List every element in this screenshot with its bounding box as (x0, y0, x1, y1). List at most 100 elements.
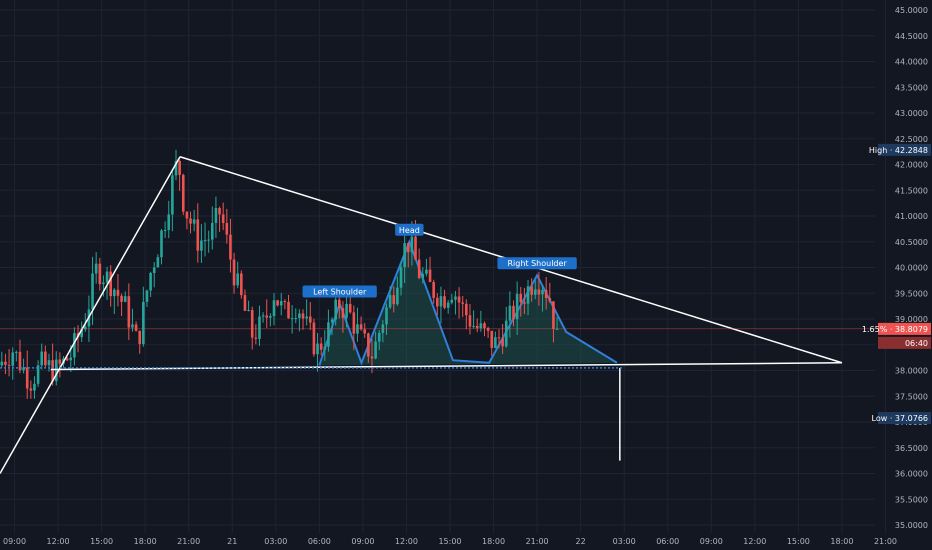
candle-body (334, 299, 337, 320)
candle-body (399, 267, 403, 288)
candle-body (40, 351, 44, 366)
candle (283, 299, 287, 310)
candle-body (167, 214, 171, 231)
candle-body (305, 316, 308, 319)
candle (363, 323, 367, 338)
candle (454, 290, 457, 315)
annotation-label: Right Shoulder (497, 257, 577, 270)
candle-body (406, 243, 410, 253)
candle (385, 303, 388, 335)
candle (294, 308, 298, 324)
candle (475, 318, 479, 333)
candle (417, 248, 421, 280)
annotation-text: Head (399, 226, 420, 235)
candle (269, 313, 272, 327)
candle-body (105, 271, 109, 283)
candle-body (232, 259, 236, 286)
candle (352, 305, 356, 351)
time-tick-label: 18:00 (830, 537, 853, 546)
candle (544, 277, 548, 310)
candle-body (80, 329, 83, 338)
candle (439, 286, 443, 324)
candle-body (94, 263, 98, 274)
candle-body (250, 309, 254, 338)
candle-body (352, 312, 356, 334)
candle (152, 262, 156, 288)
candle (367, 332, 370, 363)
candle (116, 274, 120, 307)
candle (196, 203, 200, 263)
last-price-badge-text: 1.65% · 38.8079 (862, 325, 928, 334)
candle (189, 211, 192, 234)
candle-body (425, 269, 428, 274)
annotation-label: Head (395, 223, 424, 236)
candle (399, 261, 403, 296)
candle-body (338, 299, 341, 309)
candle-body (22, 367, 25, 371)
time-tick-label: 18:00 (482, 537, 505, 546)
candle (490, 330, 494, 357)
candle-body (272, 300, 276, 317)
price-tick-label: 35.5000 (895, 495, 928, 504)
candle-body (363, 329, 367, 334)
candle-body (102, 282, 105, 285)
time-tick-label: 21:00 (874, 537, 897, 546)
candle-body (298, 313, 301, 319)
candle-body (367, 333, 370, 357)
candle-body (494, 337, 497, 348)
time-axis[interactable]: 09:00 12:00 15:00 18:00 21:00 21 03:00 06:00 09:… (3, 537, 897, 546)
candle-body (174, 160, 178, 176)
candle (432, 279, 435, 304)
candle (533, 280, 537, 300)
candle (508, 291, 512, 338)
time-tick-label: 21:00 (526, 537, 549, 546)
candle (468, 304, 472, 335)
candle-body (526, 286, 530, 304)
candle-body (377, 332, 381, 342)
candle-body (468, 315, 472, 327)
candle (25, 350, 29, 399)
time-tick-label: 21:00 (177, 537, 200, 546)
candle-body (7, 364, 11, 366)
high-price-badge-text: High · 42.2848 (869, 146, 928, 155)
candle-body (327, 322, 330, 347)
candle-body (25, 367, 29, 389)
price-tick-label: 41.5000 (895, 186, 928, 195)
candle (515, 281, 519, 335)
candle (36, 360, 40, 387)
candle-body (44, 351, 47, 366)
candle (229, 218, 232, 273)
candle-body (385, 307, 388, 325)
candle (22, 358, 25, 374)
candle-body (439, 296, 443, 307)
candle (276, 299, 279, 307)
candle-body (276, 300, 279, 306)
price-axis[interactable]: 35.000035.500036.000036.500037.000037.50… (895, 6, 928, 530)
price-tick-label: 39.5000 (895, 289, 928, 298)
candle (221, 202, 225, 231)
candle (15, 350, 18, 362)
candle-body (113, 289, 116, 297)
candle (149, 271, 152, 297)
candle-body (51, 360, 54, 382)
candle (392, 286, 396, 313)
candle-body (98, 263, 102, 285)
candle-body (316, 343, 319, 355)
candle-body (443, 296, 446, 308)
candle-body (138, 330, 142, 345)
candle-body (403, 243, 406, 268)
candle-body (555, 328, 559, 330)
candle (33, 376, 36, 399)
candle (254, 324, 258, 345)
candle-body (319, 343, 323, 350)
candle-body (279, 301, 283, 306)
candle (236, 261, 240, 289)
candle-body (243, 295, 247, 311)
candle (330, 317, 334, 336)
candle (109, 265, 112, 307)
candle-body (69, 357, 73, 361)
candle (44, 345, 47, 369)
candle-body (446, 302, 450, 308)
low-price-badge-text: Low · 37.0766 (872, 414, 928, 423)
